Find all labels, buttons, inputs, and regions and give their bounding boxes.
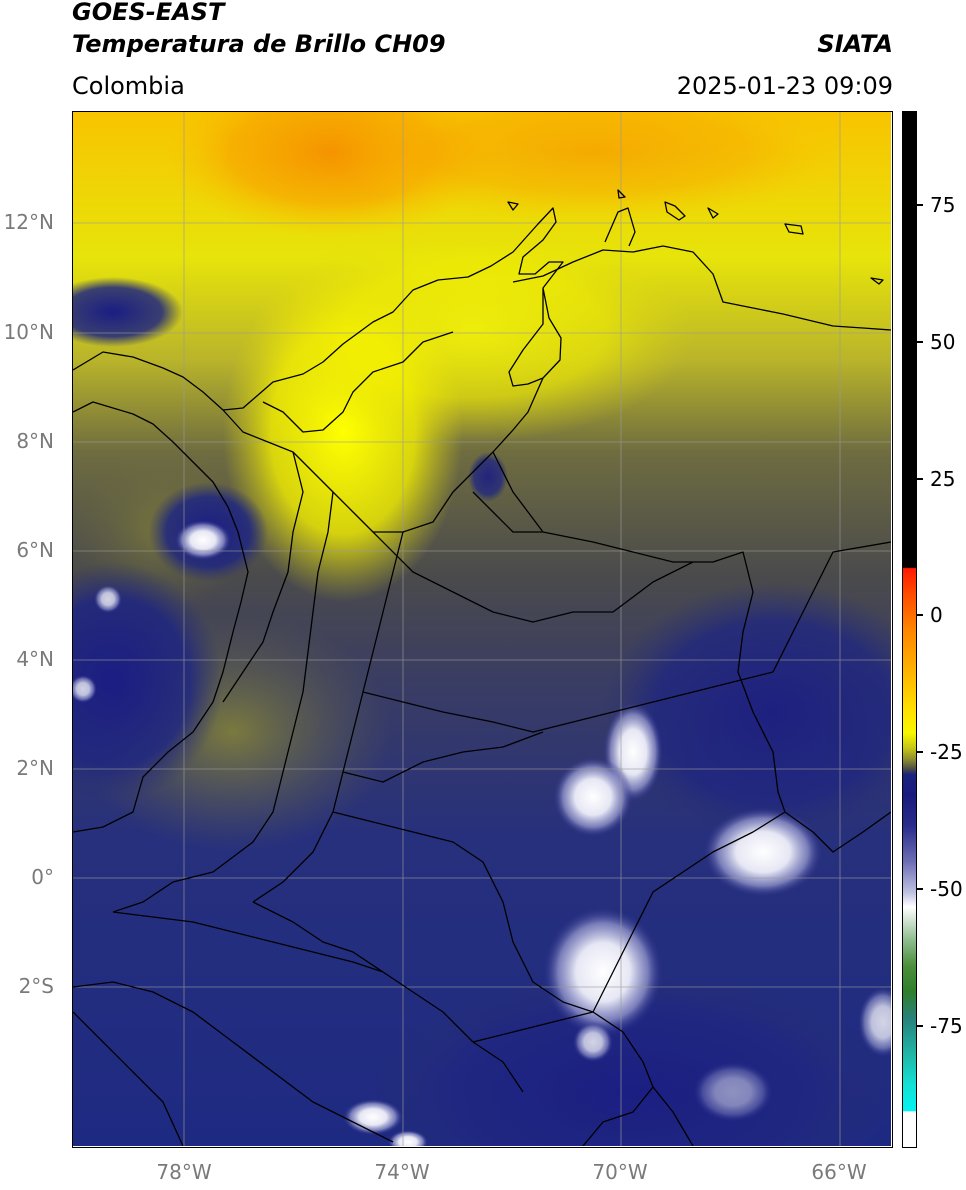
colorbar-label-0: 0: [930, 603, 943, 627]
colorbar-tick: [917, 341, 923, 343]
lat-label-12n: 12°N: [3, 210, 54, 234]
lon-label-78w: 78°W: [156, 1160, 212, 1184]
colorbar-tick: [917, 614, 923, 616]
colorbar-tick: [917, 1025, 923, 1027]
lat-label-2n: 2°N: [16, 756, 54, 780]
colorbar-label-50: 50: [930, 330, 956, 354]
product-title: Temperatura de Brillo CH09: [72, 30, 446, 58]
lat-label-0: 0°: [31, 865, 54, 889]
colorbar: [902, 111, 917, 1148]
colorbar-tick: [917, 888, 923, 890]
lat-label-4n: 4°N: [16, 647, 54, 671]
colorbar-label-minus25: -25: [930, 740, 963, 764]
lon-label-66w: 66°W: [811, 1160, 867, 1184]
satellite-title: GOES-EAST: [72, 0, 225, 26]
brand-label: SIATA: [817, 30, 893, 58]
colorbar-label-25: 25: [930, 467, 956, 491]
datetime-label: 2025-01-23 09:09: [676, 72, 893, 100]
satellite-map: [72, 111, 893, 1148]
colorbar-tick: [917, 751, 923, 753]
region-label: Colombia: [72, 72, 185, 100]
lat-label-2s: 2°S: [18, 974, 54, 998]
lat-label-10n: 10°N: [3, 320, 54, 344]
colorbar-label-minus50: -50: [930, 877, 963, 901]
lat-label-6n: 6°N: [16, 538, 54, 562]
lat-label-8n: 8°N: [16, 429, 54, 453]
colorbar-label-minus75: -75: [930, 1014, 963, 1038]
colorbar-label-75: 75: [930, 193, 956, 217]
lon-label-70w: 70°W: [592, 1160, 648, 1184]
lon-label-74w: 74°W: [374, 1160, 430, 1184]
colorbar-tick: [917, 478, 923, 480]
colorbar-tick: [917, 204, 923, 206]
